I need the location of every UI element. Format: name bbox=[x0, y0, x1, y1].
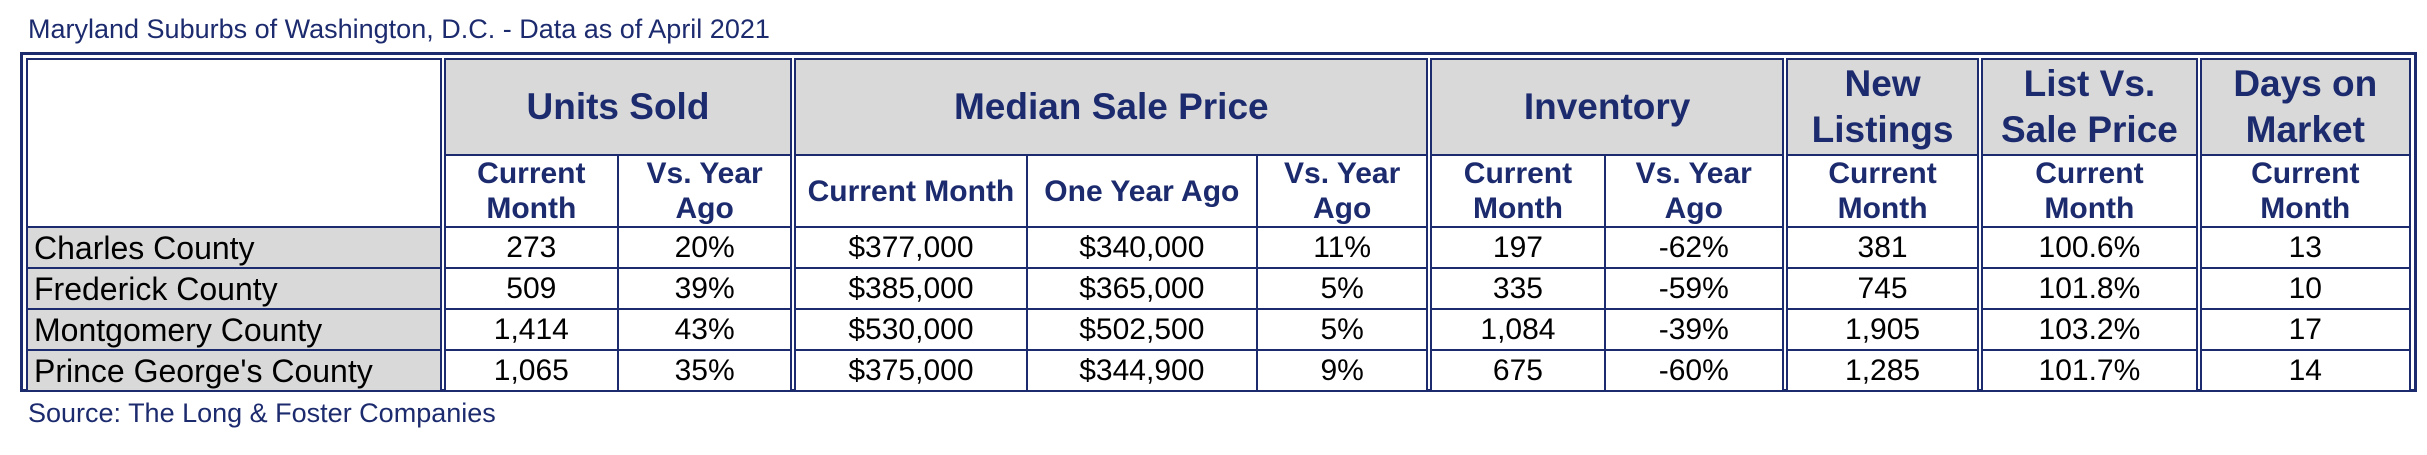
header-units-sold: Units Sold bbox=[439, 58, 795, 156]
price-vs-year: 9% bbox=[1256, 349, 1431, 392]
new-listings: 745 bbox=[1781, 267, 1982, 310]
header-inventory: Inventory bbox=[1426, 58, 1786, 156]
days-on-market: 10 bbox=[2195, 267, 2412, 310]
subheader-price-vs-year: Vs. Year Ago bbox=[1256, 154, 1431, 228]
list-vs-sale: 103.2% bbox=[1977, 308, 2200, 351]
header-list-vs-sale-price: List Vs. Sale Price bbox=[1977, 58, 2200, 156]
county-name: Charles County bbox=[26, 226, 444, 269]
price-vs-year: 11% bbox=[1256, 226, 1431, 269]
price-current: $385,000 bbox=[790, 267, 1028, 310]
units-current: 1,065 bbox=[439, 349, 619, 392]
subheader-inventory-current: Current Month bbox=[1426, 154, 1606, 228]
units-vs-year: 20% bbox=[616, 226, 795, 269]
subheader-inventory-vs-year: Vs. Year Ago bbox=[1603, 154, 1786, 228]
subheader-dom-current: Current Month bbox=[2195, 154, 2412, 228]
county-name: Montgomery County bbox=[26, 308, 444, 351]
inventory-current: 1,084 bbox=[1426, 308, 1606, 351]
inventory-vs-year: -59% bbox=[1603, 267, 1786, 310]
price-vs-year: 5% bbox=[1256, 267, 1431, 310]
price-current: $377,000 bbox=[790, 226, 1028, 269]
market-data-table: Units Sold Median Sale Price Inventory N… bbox=[20, 52, 2417, 392]
source-note: Source: The Long & Foster Companies bbox=[28, 398, 496, 428]
subheader-price-one-year: One Year Ago bbox=[1025, 154, 1259, 228]
subheader-list-vs-sale-current: Current Month bbox=[1977, 154, 2200, 228]
county-name: Prince George's County bbox=[26, 349, 444, 392]
subheader-listings-current: Current Month bbox=[1781, 154, 1982, 228]
units-current: 509 bbox=[439, 267, 619, 310]
list-vs-sale: 101.7% bbox=[1977, 349, 2200, 392]
units-vs-year: 35% bbox=[616, 349, 795, 392]
price-one-year: $344,900 bbox=[1025, 349, 1259, 392]
subheader-units-current: Current Month bbox=[439, 154, 619, 228]
county-name: Frederick County bbox=[26, 267, 444, 310]
inventory-vs-year: -62% bbox=[1603, 226, 1786, 269]
price-current: $375,000 bbox=[790, 349, 1028, 392]
inventory-vs-year: -60% bbox=[1603, 349, 1786, 392]
header-median-sale-price: Median Sale Price bbox=[790, 58, 1431, 156]
inventory-current: 197 bbox=[1426, 226, 1606, 269]
price-one-year: $502,500 bbox=[1025, 308, 1259, 351]
price-one-year: $365,000 bbox=[1025, 267, 1259, 310]
units-current: 273 bbox=[439, 226, 619, 269]
units-current: 1,414 bbox=[439, 308, 619, 351]
price-one-year: $340,000 bbox=[1025, 226, 1259, 269]
new-listings: 1,905 bbox=[1781, 308, 1982, 351]
new-listings: 1,285 bbox=[1781, 349, 1982, 392]
days-on-market: 14 bbox=[2195, 349, 2412, 392]
inventory-vs-year: -39% bbox=[1603, 308, 1786, 351]
table-row: Frederick County 509 39% $385,000 $365,0… bbox=[26, 267, 2412, 310]
days-on-market: 17 bbox=[2195, 308, 2412, 351]
table-row: Montgomery County 1,414 43% $530,000 $50… bbox=[26, 308, 2412, 351]
units-vs-year: 43% bbox=[616, 308, 795, 351]
units-vs-year: 39% bbox=[616, 267, 795, 310]
price-vs-year: 5% bbox=[1256, 308, 1431, 351]
table-row: Prince George's County 1,065 35% $375,00… bbox=[26, 349, 2412, 392]
header-new-listings: New Listings bbox=[1781, 58, 1982, 156]
header-days-on-market: Days on Market bbox=[2195, 58, 2412, 156]
days-on-market: 13 bbox=[2195, 226, 2412, 269]
table-row: Charles County 273 20% $377,000 $340,000… bbox=[26, 226, 2412, 269]
corner-cell bbox=[26, 58, 444, 228]
subheader-price-current: Current Month bbox=[790, 154, 1028, 228]
subheader-units-vs-year: Vs. Year Ago bbox=[616, 154, 795, 228]
table-title: Maryland Suburbs of Washington, D.C. - D… bbox=[28, 14, 770, 44]
inventory-current: 675 bbox=[1426, 349, 1606, 392]
list-vs-sale: 100.6% bbox=[1977, 226, 2200, 269]
price-current: $530,000 bbox=[790, 308, 1028, 351]
inventory-current: 335 bbox=[1426, 267, 1606, 310]
new-listings: 381 bbox=[1781, 226, 1982, 269]
list-vs-sale: 101.8% bbox=[1977, 267, 2200, 310]
